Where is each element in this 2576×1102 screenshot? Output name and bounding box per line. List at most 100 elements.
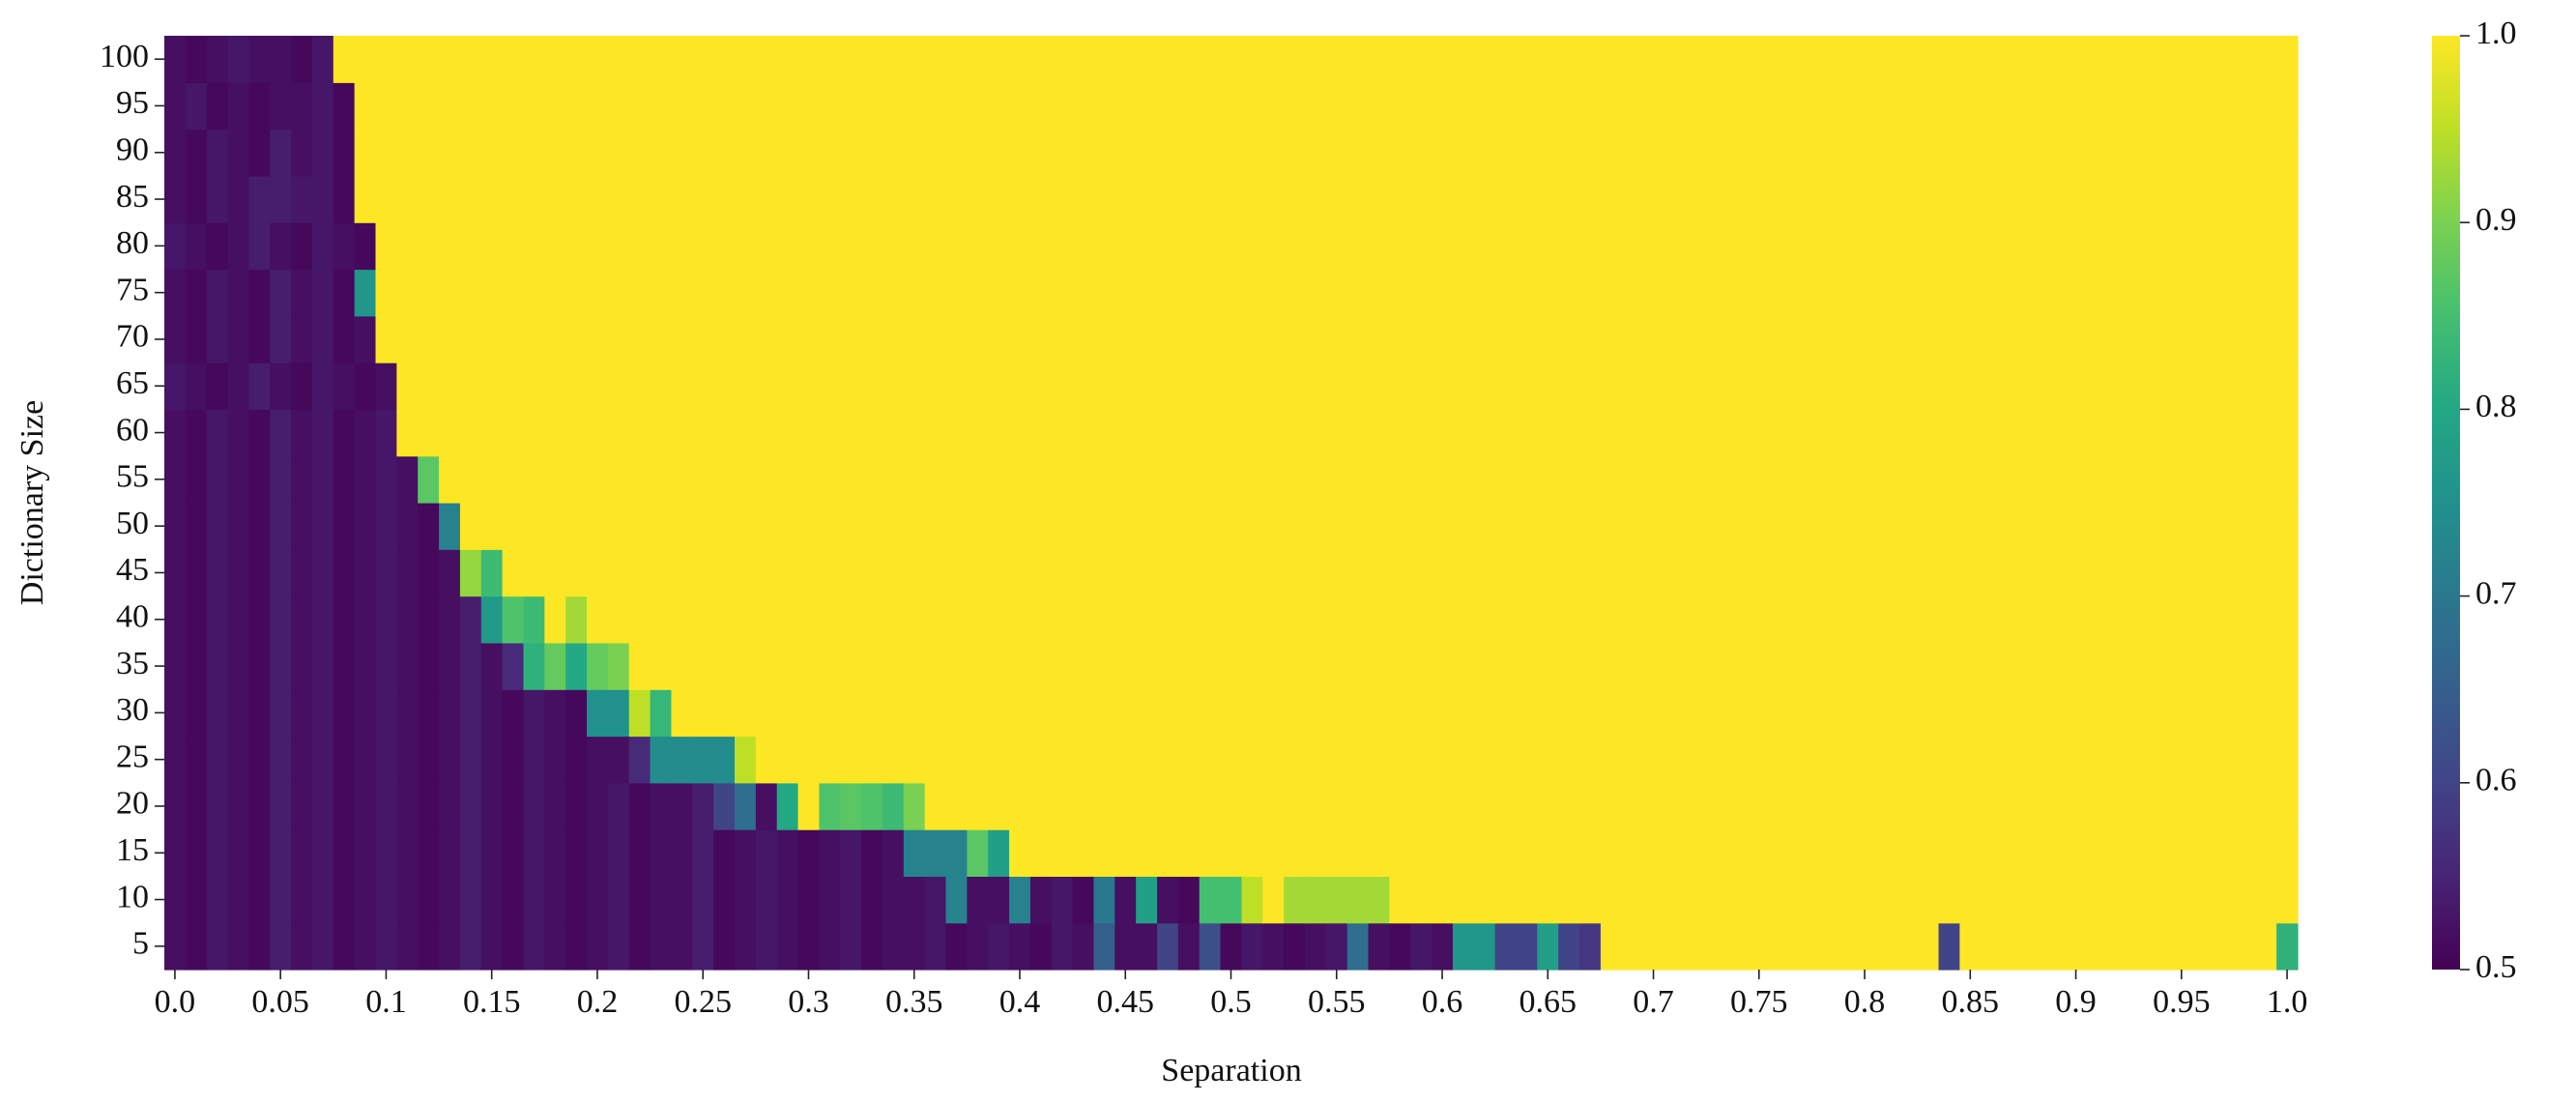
heatmap-cell [1389,175,1411,223]
heatmap-cell [1432,362,1454,410]
heatmap-cell [1685,736,1707,784]
heatmap-cell [164,689,187,738]
heatmap-cell [797,642,820,690]
heatmap-cell [1811,36,1834,83]
heatmap-cell [185,269,208,317]
heatmap-cell [1959,409,1982,457]
heatmap-cell [1621,409,1644,457]
heatmap-cell [2128,269,2151,317]
heatmap-cell [1748,269,1771,317]
heatmap-cell [418,549,440,597]
heatmap-cell [2065,175,2088,223]
heatmap-cell [2170,36,2193,83]
heatmap-cell [903,782,926,830]
heatmap-cell [1346,269,1370,317]
heatmap-cell [164,876,187,924]
heatmap-cell [1009,689,1031,738]
heatmap-cell [1325,175,1348,223]
heatmap-cell [1621,595,1644,644]
heatmap-cell [1579,689,1602,738]
heatmap-cell [523,409,545,457]
heatmap-cell [1811,503,1834,550]
heatmap-cell [607,922,630,971]
heatmap-cell [354,409,377,457]
heatmap-cell [1642,409,1665,457]
heatmap-cell [1833,922,1855,971]
heatmap-cell [1494,503,1518,550]
heatmap-cell [185,689,208,738]
heatmap-cell [375,129,397,177]
heatmap-cell [1727,82,1750,130]
heatmap-cell [1685,455,1707,504]
heatmap-cell [2086,549,2108,597]
heatmap-cell [2128,175,2151,223]
heatmap-cell [1769,82,1792,130]
heatmap-cell [1537,736,1559,784]
heatmap-cell [587,782,609,830]
heatmap-cell [924,595,947,644]
heatmap-cell [628,549,651,597]
heatmap-cell [248,736,271,784]
heatmap-cell [713,829,736,877]
heatmap-cell [1452,82,1475,130]
heatmap-cell [1136,642,1158,690]
heatmap-cell [1558,642,1580,690]
heatmap-cell [1600,782,1623,830]
heatmap-cell [587,409,609,457]
heatmap-cell [1706,82,1728,130]
heatmap-cell [1874,876,1897,924]
heatmap-cell [2255,315,2277,363]
heatmap-cell [1199,595,1222,644]
heatmap-cell [861,922,883,971]
heatmap-cell [1389,36,1411,83]
heatmap-cell [734,409,757,457]
heatmap-cell [2276,736,2299,784]
heatmap-cell [248,922,271,971]
heatmap-cell [164,736,187,784]
heatmap-cell [185,503,208,550]
heatmap-cell [1579,175,1602,223]
heatmap-cell [628,36,651,83]
heatmap-cell [1157,129,1179,177]
heatmap-cell [1452,455,1475,504]
heatmap-cell [1389,595,1411,644]
heatmap-cell [755,455,778,504]
heatmap-cell [1072,782,1095,830]
heatmap-cell [311,455,334,504]
heatmap-cell [1368,549,1390,597]
colorbar-tick-label: 0.7 [2475,575,2517,611]
heatmap-cell [1896,829,1919,877]
heatmap-cell [903,549,926,597]
heatmap-cell [967,315,989,363]
heatmap-cell [354,549,377,597]
heatmap-cell [1664,689,1686,738]
heatmap-cell [650,829,673,877]
heatmap-cell [1790,782,1813,830]
heatmap-cell [1093,922,1115,971]
heatmap-cell [587,549,609,597]
heatmap-cell [1706,829,1728,877]
heatmap-cell [248,782,271,830]
x-tick-label: 0.35 [885,984,943,1020]
heatmap-cell [776,782,799,830]
heatmap-cell [1262,782,1285,830]
y-axis-label: Dictionary Size [14,400,50,605]
heatmap-cell [418,82,440,130]
heatmap-cell [227,876,250,924]
heatmap-cell [628,269,651,317]
heatmap-cell [2170,642,2193,690]
heatmap-cell [819,782,841,830]
heatmap-cell [1854,36,1876,83]
heatmap-cell [1284,222,1306,271]
heatmap-cell [1389,129,1411,177]
heatmap-cell [1304,595,1327,644]
heatmap-cell [1664,876,1686,924]
heatmap-cell [1748,36,1771,83]
heatmap-cell [650,222,673,271]
heatmap-cell [1452,642,1475,690]
heatmap-cell [502,455,525,504]
heatmap-cell [1579,922,1602,971]
heatmap-cell [544,82,566,130]
heatmap-cell [945,689,968,738]
heatmap-cell [1136,269,1158,317]
